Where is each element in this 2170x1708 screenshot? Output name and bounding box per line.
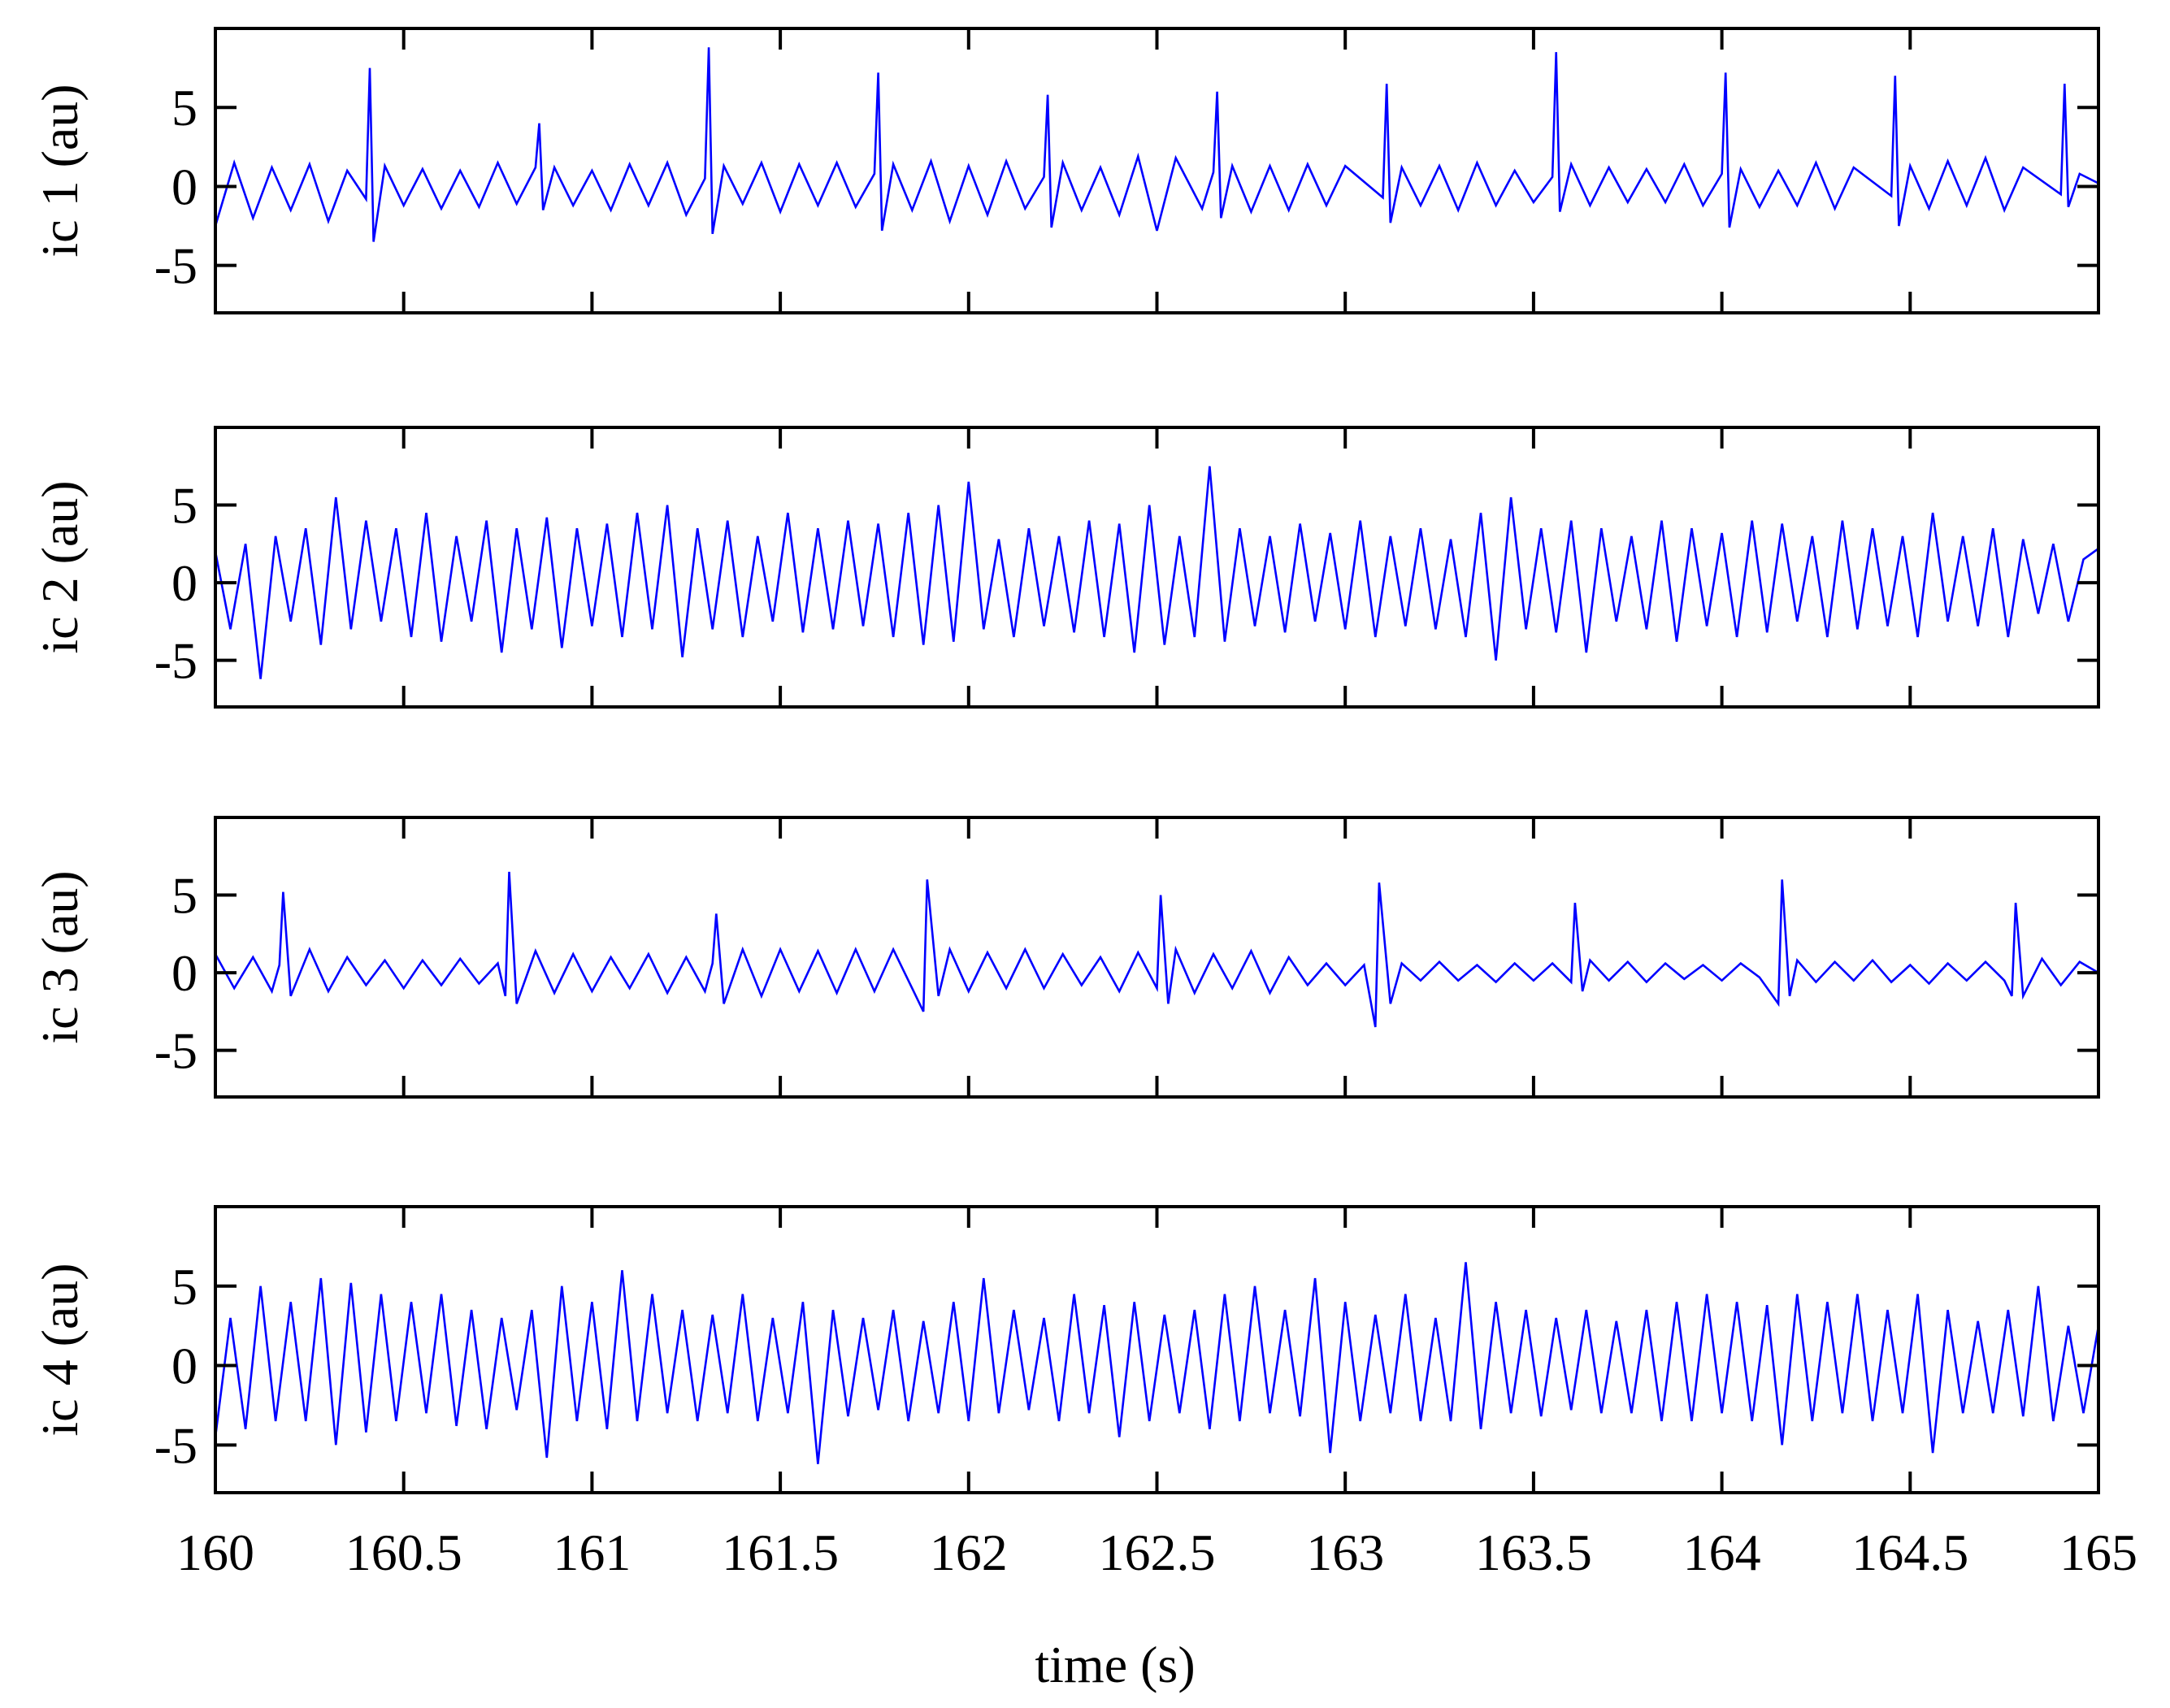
- x-tick-label: 163: [1306, 1524, 1384, 1581]
- y-axis-label: ic 4 (au): [31, 1263, 89, 1436]
- x-tick-label: 160.5: [345, 1524, 462, 1581]
- y-tick-label: 0: [171, 158, 197, 215]
- y-tick-label: -5: [154, 632, 197, 690]
- y-tick-label: 5: [171, 1258, 197, 1316]
- y-tick-label: -5: [154, 1022, 197, 1080]
- x-tick-label: 161: [553, 1524, 631, 1581]
- panel-ic-4: -5 0 5 ic 4 (au) 160 160.5 161 161.5 162 162.5 163…: [31, 1205, 2137, 1581]
- x-tick-label: 165: [2059, 1524, 2137, 1581]
- panel-ic-2: -5 0 5 ic 2 (au): [31, 426, 2100, 709]
- y-axis-label: ic 1 (au): [31, 84, 89, 257]
- trace-ic-2: [215, 466, 2098, 679]
- x-tick-label: 162.5: [1099, 1524, 1216, 1581]
- x-tick-label: 161.5: [722, 1524, 839, 1581]
- y-tick-label: 0: [171, 944, 197, 1002]
- y-tick-label: 5: [171, 867, 197, 925]
- plot-frame: [214, 27, 2100, 314]
- x-tick-label: 164.5: [1851, 1524, 1968, 1581]
- panel-ic-3: -5 0 5 ic 3 (au): [31, 816, 2100, 1099]
- y-axis-label: ic 3 (au): [31, 870, 89, 1043]
- x-tick-label: 162: [930, 1524, 1008, 1581]
- y-tick-label: -5: [154, 237, 197, 295]
- y-tick-label: -5: [154, 1416, 197, 1474]
- x-tick-label: 163.5: [1475, 1524, 1592, 1581]
- plot-frame: [214, 816, 2100, 1099]
- y-tick-label: 0: [171, 1337, 197, 1395]
- y-axis-label: ic 2 (au): [31, 480, 89, 653]
- trace-ic-3: [215, 871, 2098, 1028]
- trace-ic-4: [215, 1262, 2098, 1464]
- y-tick-label: 5: [171, 477, 197, 535]
- x-axis-label: time (s): [1035, 1636, 1195, 1693]
- x-tick-label: 164: [1683, 1524, 1761, 1581]
- x-tick-label: 160: [176, 1524, 254, 1581]
- y-tick-label: 5: [171, 79, 197, 137]
- panel-ic-1: -5 0 5 ic 1 (au): [31, 27, 2100, 314]
- trace-ic-1: [215, 47, 2098, 242]
- y-tick-label: 0: [171, 554, 197, 612]
